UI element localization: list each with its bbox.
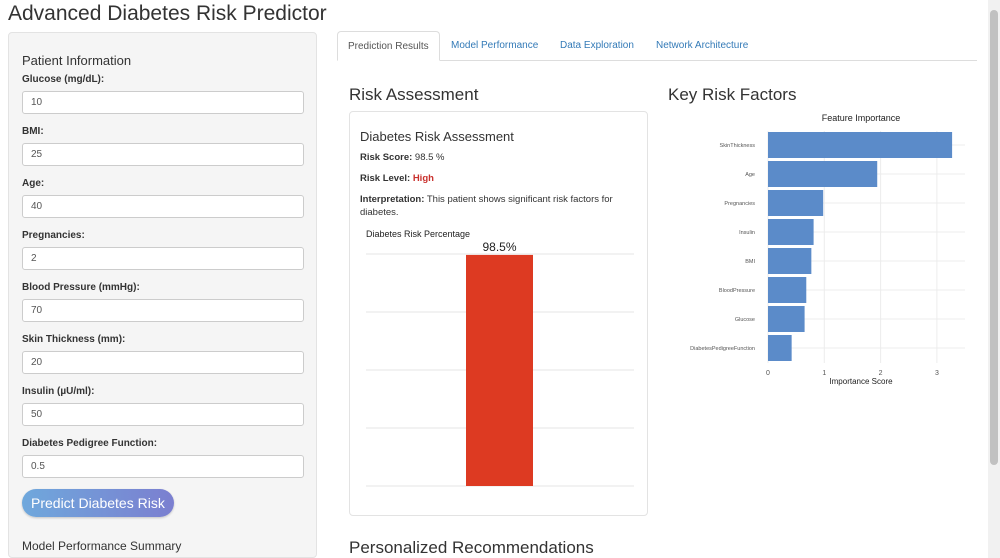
risk-bar-chart: Diabetes Risk Percentage 98.5% xyxy=(366,229,634,487)
chart-title: Feature Importance xyxy=(822,113,901,123)
model-summary-heading: Model Performance Summary xyxy=(22,539,182,553)
x-tick-label: 1 xyxy=(822,370,826,377)
y-tick-label: BloodPressure xyxy=(719,288,755,294)
recommendations-heading: Personalized Recommendations xyxy=(349,538,594,557)
feature-bar xyxy=(768,248,812,274)
sidebar-heading: Patient Information xyxy=(22,53,132,68)
x-tick-label: 3 xyxy=(935,370,939,377)
y-tick-label: BMI xyxy=(745,259,755,265)
field-input[interactable]: 2 xyxy=(22,247,304,270)
sidebar: Patient Information Glucose (mg/dL): 10 BM… xyxy=(8,32,317,558)
interp-label: Interpretation: xyxy=(360,194,425,205)
tab-data-exploration[interactable]: Data Exploration xyxy=(560,40,634,51)
y-tick-label: Glucose xyxy=(735,317,755,323)
score-label: Risk Score: xyxy=(360,152,413,163)
y-tick-label: DiabetesPedigreeFunction xyxy=(690,346,755,352)
risk-chart-title: Diabetes Risk Percentage xyxy=(366,229,470,239)
field-input[interactable]: 40 xyxy=(22,195,304,218)
scrollbar-thumb[interactable] xyxy=(990,10,998,465)
risk-level: High xyxy=(412,173,434,184)
field-input[interactable]: 0.5 xyxy=(22,455,304,478)
feature-bar xyxy=(768,190,824,216)
tab-bar: Prediction Results Model Performance Dat… xyxy=(337,31,977,61)
feature-bar xyxy=(768,132,953,158)
y-tick-label: Age xyxy=(745,172,755,178)
feature-bar xyxy=(768,306,805,332)
field-label: Skin Thickness (mm): xyxy=(22,334,126,345)
field-label: BMI: xyxy=(22,126,44,137)
feature-importance-chart: Feature Importance 0 1 2 3 SkinThickness Age P… xyxy=(690,113,965,386)
y-tick-label: Pregnancies xyxy=(724,201,755,207)
field-input[interactable]: 20 xyxy=(22,351,304,374)
field-label: Blood Pressure (mmHg): xyxy=(22,282,140,293)
field-input[interactable]: 10 xyxy=(22,91,304,114)
field-label: Diabetes Pedigree Function: xyxy=(22,438,158,449)
field-label: Glucose (mg/dL): xyxy=(22,74,105,85)
predict-button[interactable]: Predict Diabetes Risk xyxy=(22,489,174,517)
level-label: Risk Level: xyxy=(360,173,411,184)
risk-score: 98.5 % xyxy=(414,152,445,163)
feature-bar xyxy=(768,277,807,303)
field-label: Age: xyxy=(22,178,45,189)
x-tick-label: 0 xyxy=(766,370,770,377)
field-label: Insulin (µU/ml): xyxy=(22,386,95,397)
tab-prediction-results[interactable]: Prediction Results xyxy=(337,31,440,61)
feature-bar xyxy=(768,219,814,245)
x-axis-label: Importance Score xyxy=(829,377,893,386)
feature-bar xyxy=(768,161,878,187)
field-input[interactable]: 25 xyxy=(22,143,304,166)
interpretation: This patient shows significant risk fact… xyxy=(360,194,613,218)
scrollbar[interactable] xyxy=(988,0,1000,558)
feature-bar xyxy=(768,335,792,361)
tab-model-performance[interactable]: Model Performance xyxy=(451,40,539,51)
tab-network-architecture[interactable]: Network Architecture xyxy=(656,40,749,51)
field-input[interactable]: 50 xyxy=(22,403,304,426)
field-label: Pregnancies: xyxy=(22,230,85,241)
risk-bar-label: 98.5% xyxy=(482,240,516,254)
risk-bar xyxy=(466,254,533,486)
y-tick-label: Insulin xyxy=(739,230,755,236)
risk-card: Diabetes Risk Assessment Risk Score: 98.… xyxy=(349,111,648,516)
y-tick-label: SkinThickness xyxy=(720,143,756,149)
x-tick-label: 2 xyxy=(879,370,883,377)
key-risk-factors-heading: Key Risk Factors xyxy=(668,85,797,104)
card-title: Diabetes Risk Assessment xyxy=(360,129,514,144)
app-title: Advanced Diabetes Risk Predictor xyxy=(8,2,327,25)
field-input[interactable]: 70 xyxy=(22,299,304,322)
risk-assessment-heading: Risk Assessment xyxy=(349,85,479,104)
